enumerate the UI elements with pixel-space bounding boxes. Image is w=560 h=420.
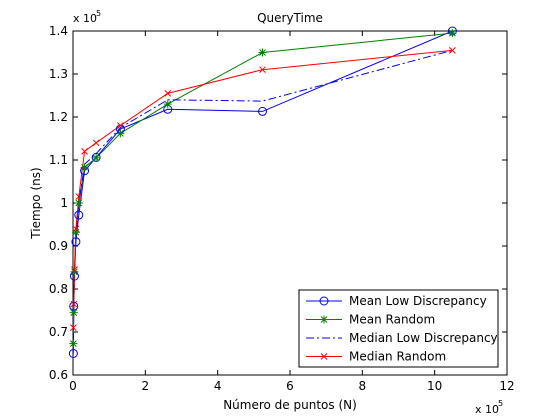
data-point-median-random: [72, 225, 80, 233]
data-point-mean-low-discrepancy: [74, 210, 84, 220]
x-axis-label: Número de puntos (N): [223, 398, 357, 412]
data-point-median-random: [117, 122, 124, 129]
data-point-median-random: [71, 266, 78, 274]
data-point-mean-random: [69, 308, 78, 317]
data-point-mean-random: [116, 129, 125, 138]
data-point-mean-low-discrepancy: [71, 237, 81, 247]
x-exponent-label: x 10 5: [475, 399, 503, 416]
y-tick-label: 0.7: [49, 325, 68, 339]
y-tick-label: 1.3: [49, 67, 68, 81]
y-exponent-label: x 10 5: [73, 9, 101, 25]
legend-marker-mean-low-discrepancy: [319, 296, 329, 306]
legend-label-median-low-discrepancy: Median Low Discrepancy: [349, 331, 498, 345]
data-point-mean-low-discrepancy: [68, 349, 78, 358]
data-point-median-random: [92, 139, 100, 147]
legend-marker-median-random: [320, 353, 328, 360]
y-exponent-base: x 10: [73, 12, 97, 25]
x-exponent-base: x 10: [475, 403, 499, 416]
data-point-mean-random: [80, 163, 89, 172]
y-exponent-power: 5: [96, 9, 101, 18]
y-tick-label: 0.6: [49, 368, 68, 382]
x-tick-label: 8: [359, 379, 367, 393]
x-tick-label: 2: [142, 379, 150, 393]
legend-label-mean-low-discrepancy: Mean Low Discrepancy: [349, 294, 487, 308]
x-tick-label: 10: [427, 379, 442, 393]
legend-label-median-random: Median Random: [349, 350, 446, 364]
legend-box: [298, 289, 499, 368]
y-tick-label: 0.8: [49, 282, 68, 296]
chart-title: QueryTime: [257, 11, 323, 25]
data-point-median-random: [70, 324, 77, 332]
x-tick-label: 6: [286, 379, 294, 393]
data-point-mean-random: [163, 100, 172, 109]
x-tick-label: 12: [499, 379, 514, 393]
legend-label-mean-random: Mean Random: [349, 313, 435, 327]
legend: Mean Low Discrepancy Mean Random Median Lo…: [298, 289, 499, 368]
y-tick-label: 0.9: [49, 239, 68, 253]
axis-ticks: 0 2 4 6 8 10 12 0.6 0.7 0.8 0.9 1 1.1 1.2 1.3 1.4: [49, 24, 515, 393]
data-point-median-random: [259, 66, 266, 74]
y-tick-label: 1: [60, 196, 68, 210]
y-tick-label: 1.4: [49, 24, 68, 38]
data-point-median-random: [70, 300, 78, 308]
data-point-mean-random: [74, 199, 83, 207]
y-tick-label: 1.2: [49, 110, 68, 124]
markers-layer: [68, 26, 457, 358]
y-tick-label: 1.1: [49, 153, 68, 167]
x-exponent-power: 5: [498, 399, 503, 408]
legend-marker-mean-random: [320, 315, 328, 324]
data-point-median-random: [75, 193, 83, 200]
y-axis-label: Tiempo (ns): [29, 167, 43, 239]
data-point-mean-random: [92, 153, 101, 162]
data-point-median-random: [449, 46, 456, 54]
data-point-median-random: [81, 148, 88, 155]
x-tick-label: 0: [69, 379, 77, 393]
data-point-mean-low-discrepancy: [258, 106, 268, 116]
x-tick-label: 4: [214, 379, 222, 393]
data-point-median-random: [164, 89, 172, 97]
data-point-mean-random: [448, 29, 457, 38]
data-point-mean-random: [69, 339, 78, 348]
data-point-mean-random: [258, 48, 267, 57]
